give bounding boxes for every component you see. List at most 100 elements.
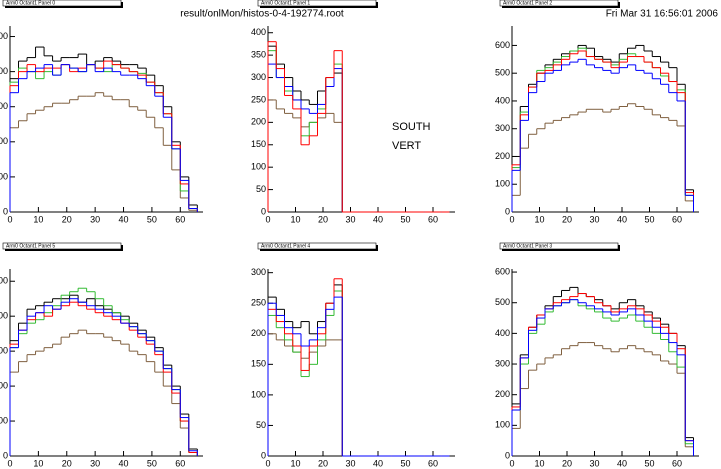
y-tick-label: 200	[495, 389, 510, 399]
y-tick-label: 0	[505, 450, 510, 460]
file-name: result/onlMon/histos-0-4-192774.root	[180, 9, 344, 20]
x-tick-label: 10	[33, 458, 43, 468]
y-tick-label: 200	[0, 136, 8, 146]
panel-title: Arm0 Octant1 Panel 2	[503, 1, 552, 7]
panel-title: Arm0 Octant1 Panel 1	[261, 1, 310, 7]
y-tick-label: 300	[0, 346, 8, 356]
x-tick-label: 40	[373, 458, 383, 468]
y-tick-label: 150	[251, 139, 266, 149]
x-tick-label: 20	[318, 458, 328, 468]
y-tick-label: 500	[495, 297, 510, 307]
y-tick-label: 100	[495, 179, 510, 189]
y-tick-label: 300	[251, 72, 266, 82]
y-tick-label: 400	[495, 328, 510, 338]
y-tick-label: 250	[251, 94, 266, 104]
y-tick-label: 50	[256, 184, 266, 194]
x-tick-label: 30	[90, 458, 100, 468]
y-tick-label: 100	[495, 420, 510, 430]
x-tick-label: 20	[62, 458, 72, 468]
y-tick-label: 400	[251, 27, 266, 37]
label: SOUTH	[392, 121, 431, 133]
x-tick-label: 30	[345, 458, 355, 468]
y-tick-label: 200	[0, 380, 8, 390]
x-tick-label: 60	[175, 458, 185, 468]
y-tick-label: 200	[251, 117, 266, 127]
x-tick-label: 50	[644, 458, 654, 468]
y-tick-label: 250	[251, 298, 266, 308]
x-tick-label: 50	[147, 458, 157, 468]
x-tick-label: 50	[400, 214, 410, 224]
title-box	[2, 242, 122, 250]
x-tick-label: 40	[119, 458, 129, 468]
x-tick-label: 60	[428, 214, 438, 224]
x-tick-label: 0	[265, 214, 270, 224]
y-tick-label: 300	[495, 358, 510, 368]
x-tick-label: 0	[265, 458, 270, 468]
y-tick-label: 50	[256, 420, 266, 430]
x-tick-label: 50	[400, 458, 410, 468]
y-tick-label: 0	[3, 206, 8, 216]
y-tick-label: 600	[495, 266, 510, 276]
y-tick-label: 400	[495, 95, 510, 105]
y-tick-label: 300	[495, 123, 510, 133]
x-tick-label: 50	[644, 214, 654, 224]
x-tick-label: 0	[7, 214, 12, 224]
y-tick-label: 0	[261, 206, 266, 216]
y-tick-label: 200	[251, 328, 266, 338]
label: VERT	[392, 140, 421, 152]
y-tick-label: 300	[251, 267, 266, 277]
x-tick-label: 20	[318, 214, 328, 224]
y-tick-label: 0	[505, 206, 510, 216]
x-tick-label: 60	[428, 458, 438, 468]
y-tick-label: 0	[3, 450, 8, 460]
x-tick-label: 0	[509, 214, 514, 224]
x-tick-label: 60	[672, 214, 682, 224]
x-tick-label: 20	[562, 458, 572, 468]
y-tick-label: 100	[0, 415, 8, 425]
y-tick-label: 100	[251, 162, 266, 172]
y-tick-label: 100	[251, 389, 266, 399]
x-tick-label: 40	[373, 214, 383, 224]
x-tick-label: 10	[33, 214, 43, 224]
y-tick-label: 200	[495, 151, 510, 161]
x-tick-label: 30	[90, 214, 100, 224]
y-tick-label: 300	[0, 101, 8, 111]
y-tick-label: 500	[0, 31, 8, 41]
panel-title: Arm0 Octant1 Panel 5	[6, 244, 55, 250]
x-tick-label: 60	[175, 214, 185, 224]
x-tick-label: 10	[534, 214, 544, 224]
x-tick-label: 60	[672, 458, 682, 468]
x-tick-label: 30	[345, 214, 355, 224]
panel-title: Arm0 Octant1 Panel 4	[261, 244, 310, 250]
x-tick-label: 40	[617, 214, 627, 224]
y-tick-label: 400	[0, 66, 8, 76]
x-tick-label: 10	[290, 458, 300, 468]
x-tick-label: 50	[147, 214, 157, 224]
date: Fri Mar 31 16:56:01 2006	[606, 9, 719, 20]
y-tick-label: 350	[251, 50, 266, 60]
panel-title: Arm0 Octant1 Panel 3	[503, 244, 552, 250]
x-tick-label: 10	[290, 214, 300, 224]
x-tick-label: 20	[62, 214, 72, 224]
y-tick-label: 500	[0, 276, 8, 286]
x-tick-label: 0	[7, 458, 12, 468]
title-box	[499, 242, 619, 250]
x-tick-label: 40	[617, 458, 627, 468]
y-tick-label: 0	[261, 450, 266, 460]
title-box	[2, 0, 122, 7]
y-tick-label: 150	[251, 359, 266, 369]
x-tick-label: 20	[562, 214, 572, 224]
title-box	[257, 0, 377, 7]
panel-title: Arm0 Octant1 Panel 0	[6, 1, 55, 7]
title-box	[499, 0, 619, 7]
y-tick-label: 600	[495, 40, 510, 50]
x-tick-label: 10	[534, 458, 544, 468]
x-tick-label: 40	[119, 214, 129, 224]
title-box	[257, 242, 377, 250]
x-tick-label: 30	[589, 458, 599, 468]
y-tick-label: 500	[495, 68, 510, 78]
y-tick-label: 400	[0, 311, 8, 321]
y-tick-label: 100	[0, 171, 8, 181]
